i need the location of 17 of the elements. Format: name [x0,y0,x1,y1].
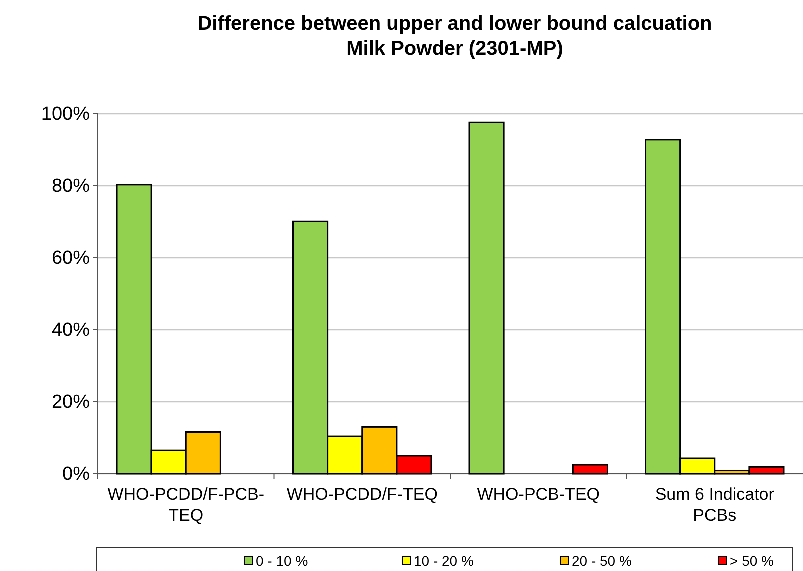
legend-label: > 50 % [730,553,774,569]
y-tick-label: 40% [52,320,90,342]
bar [468,122,505,475]
y-tick-label: 60% [52,248,90,270]
legend-label: 0 - 10 % [256,553,308,569]
x-tick-label: WHO-PCB-TEQ [477,485,600,504]
y-tick-label: 0% [62,464,90,486]
y-tick-label: 80% [52,176,90,198]
y-tick-label: 100% [41,104,90,126]
y-tick-label: 20% [52,392,90,414]
x-tick-label: Sum 6 Indicator PCBs [655,485,775,525]
x-tick-label: WHO-PCDD/F-PCB-TEQ [108,485,265,525]
x-tick-label: WHO-PCDD/F-TEQ [286,485,438,504]
legend-label: 10 - 20 % [414,553,474,569]
legend-label: 20 - 50 % [572,553,632,569]
bar [572,464,608,475]
chart-title: Difference between upper and lower bound calcuation Milk Powder (2301-MP) [198,13,712,60]
